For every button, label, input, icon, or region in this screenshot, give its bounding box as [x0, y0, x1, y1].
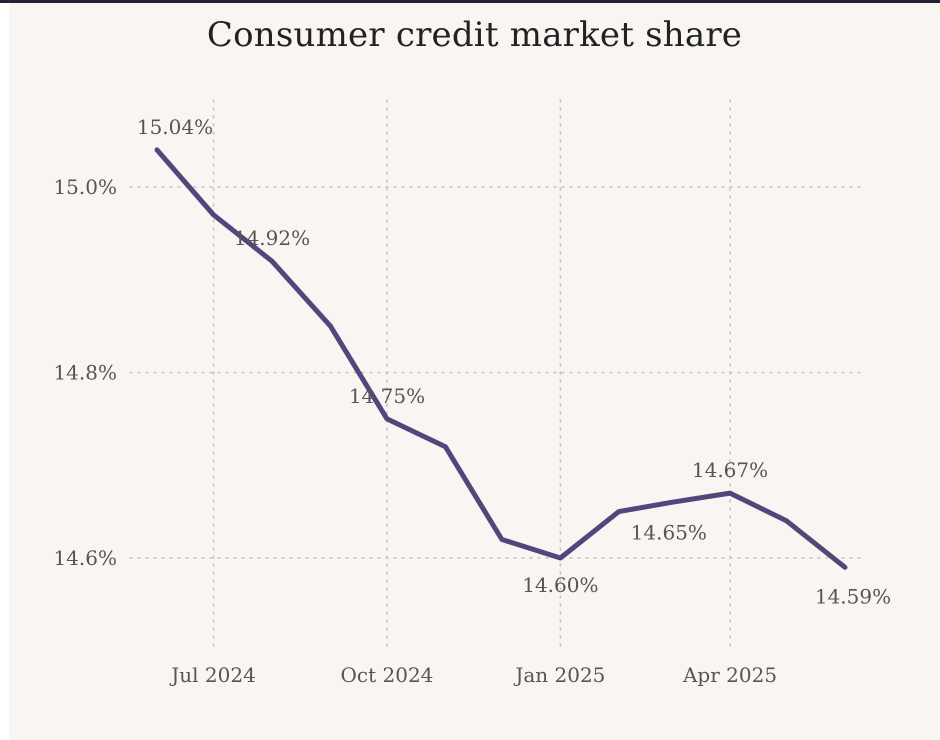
data-point	[559, 557, 561, 559]
data-label: 15.04%	[137, 115, 213, 139]
series-lines	[154, 147, 848, 570]
data-point	[329, 325, 331, 327]
chart-panel: Consumer credit market share	[9, 3, 940, 740]
data-point	[618, 511, 620, 513]
x-tick-label: Jan 2025	[513, 663, 605, 687]
data-label: 14.59%	[815, 584, 891, 608]
data-point	[729, 492, 731, 494]
data-label: 14.75%	[349, 384, 425, 408]
data-label: 14.65%	[631, 521, 707, 545]
data-point	[271, 260, 273, 262]
x-tick-label: Apr 2025	[682, 663, 777, 687]
data-label: 14.92%	[234, 226, 310, 250]
y-axis-ticks: 14.6% 14.8% 15.0%	[53, 175, 117, 570]
x-axis-ticks: Jul 2024 Oct 2024 Jan 2025 Apr 2025	[169, 663, 777, 687]
chart-title: Consumer credit market share	[206, 15, 743, 55]
series-line	[154, 147, 848, 570]
data-point	[501, 538, 503, 540]
data-point	[444, 446, 446, 448]
data-label: 14.67%	[692, 458, 768, 482]
data-label: 14.60%	[522, 573, 598, 597]
x-tick-label: Oct 2024	[341, 663, 434, 687]
y-tick-label: 14.6%	[53, 546, 117, 570]
data-point	[386, 418, 388, 420]
top-border	[0, 0, 940, 3]
y-tick-label: 14.8%	[53, 361, 117, 385]
data-point	[844, 566, 846, 568]
data-point	[786, 520, 788, 522]
x-tick-label: Jul 2024	[169, 663, 256, 687]
data-labels: 15.04% 14.92% 14.75% 14.60% 14.65% 14.67% 14.5…	[137, 115, 891, 608]
gridlines	[129, 99, 863, 651]
data-point	[671, 501, 673, 503]
data-point	[156, 149, 158, 151]
data-point	[213, 214, 215, 216]
y-tick-label: 15.0%	[53, 175, 117, 199]
